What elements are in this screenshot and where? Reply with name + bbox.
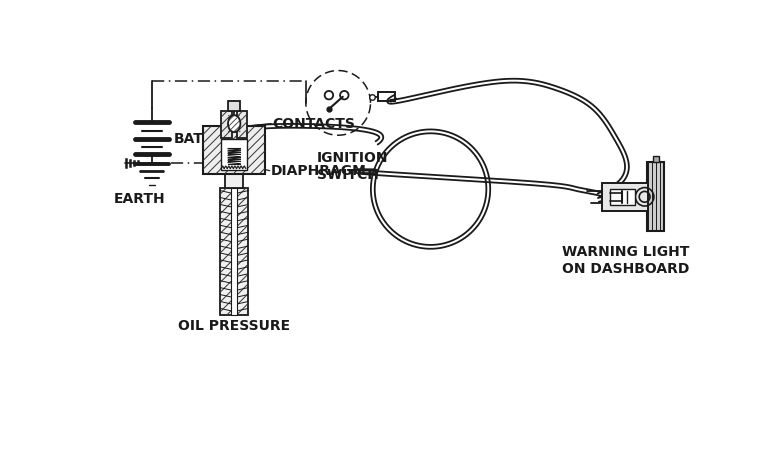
Bar <box>204 126 265 173</box>
Text: EARTH: EARTH <box>113 192 165 206</box>
Bar <box>221 139 247 170</box>
Text: CONTACTS: CONTACTS <box>273 117 356 130</box>
Text: WARNING LIGHT
ON DASHBOARD: WARNING LIGHT ON DASHBOARD <box>562 245 689 276</box>
Bar <box>647 162 664 231</box>
Bar <box>602 183 648 211</box>
Bar <box>220 188 248 315</box>
Bar <box>653 156 659 162</box>
Bar <box>221 111 232 138</box>
Bar <box>231 188 237 315</box>
Text: DIAPHRAGM: DIAPHRAGM <box>271 164 367 178</box>
Ellipse shape <box>228 115 240 132</box>
Bar <box>225 173 243 188</box>
Text: BATTERY: BATTERY <box>173 132 243 146</box>
Bar <box>610 189 635 204</box>
Text: IGNITION
SWITCH: IGNITION SWITCH <box>317 150 388 182</box>
Bar <box>228 101 240 111</box>
Bar <box>236 111 247 138</box>
Text: OIL PRESSURE: OIL PRESSURE <box>178 319 290 333</box>
Bar <box>378 92 395 101</box>
